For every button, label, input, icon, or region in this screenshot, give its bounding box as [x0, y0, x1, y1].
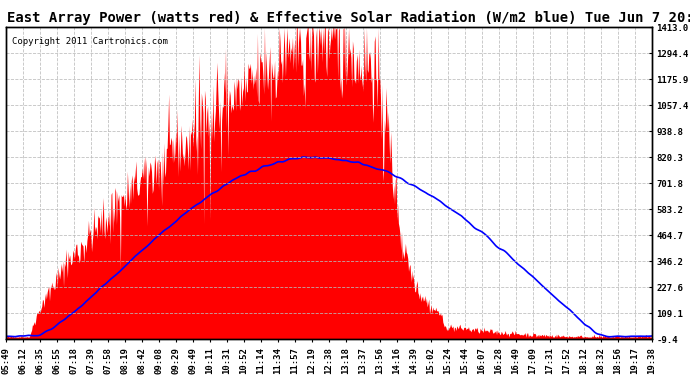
Text: Copyright 2011 Cartronics.com: Copyright 2011 Cartronics.com [12, 37, 168, 46]
Text: East Array Power (watts red) & Effective Solar Radiation (W/m2 blue) Tue Jun 7 2: East Array Power (watts red) & Effective… [7, 11, 690, 26]
